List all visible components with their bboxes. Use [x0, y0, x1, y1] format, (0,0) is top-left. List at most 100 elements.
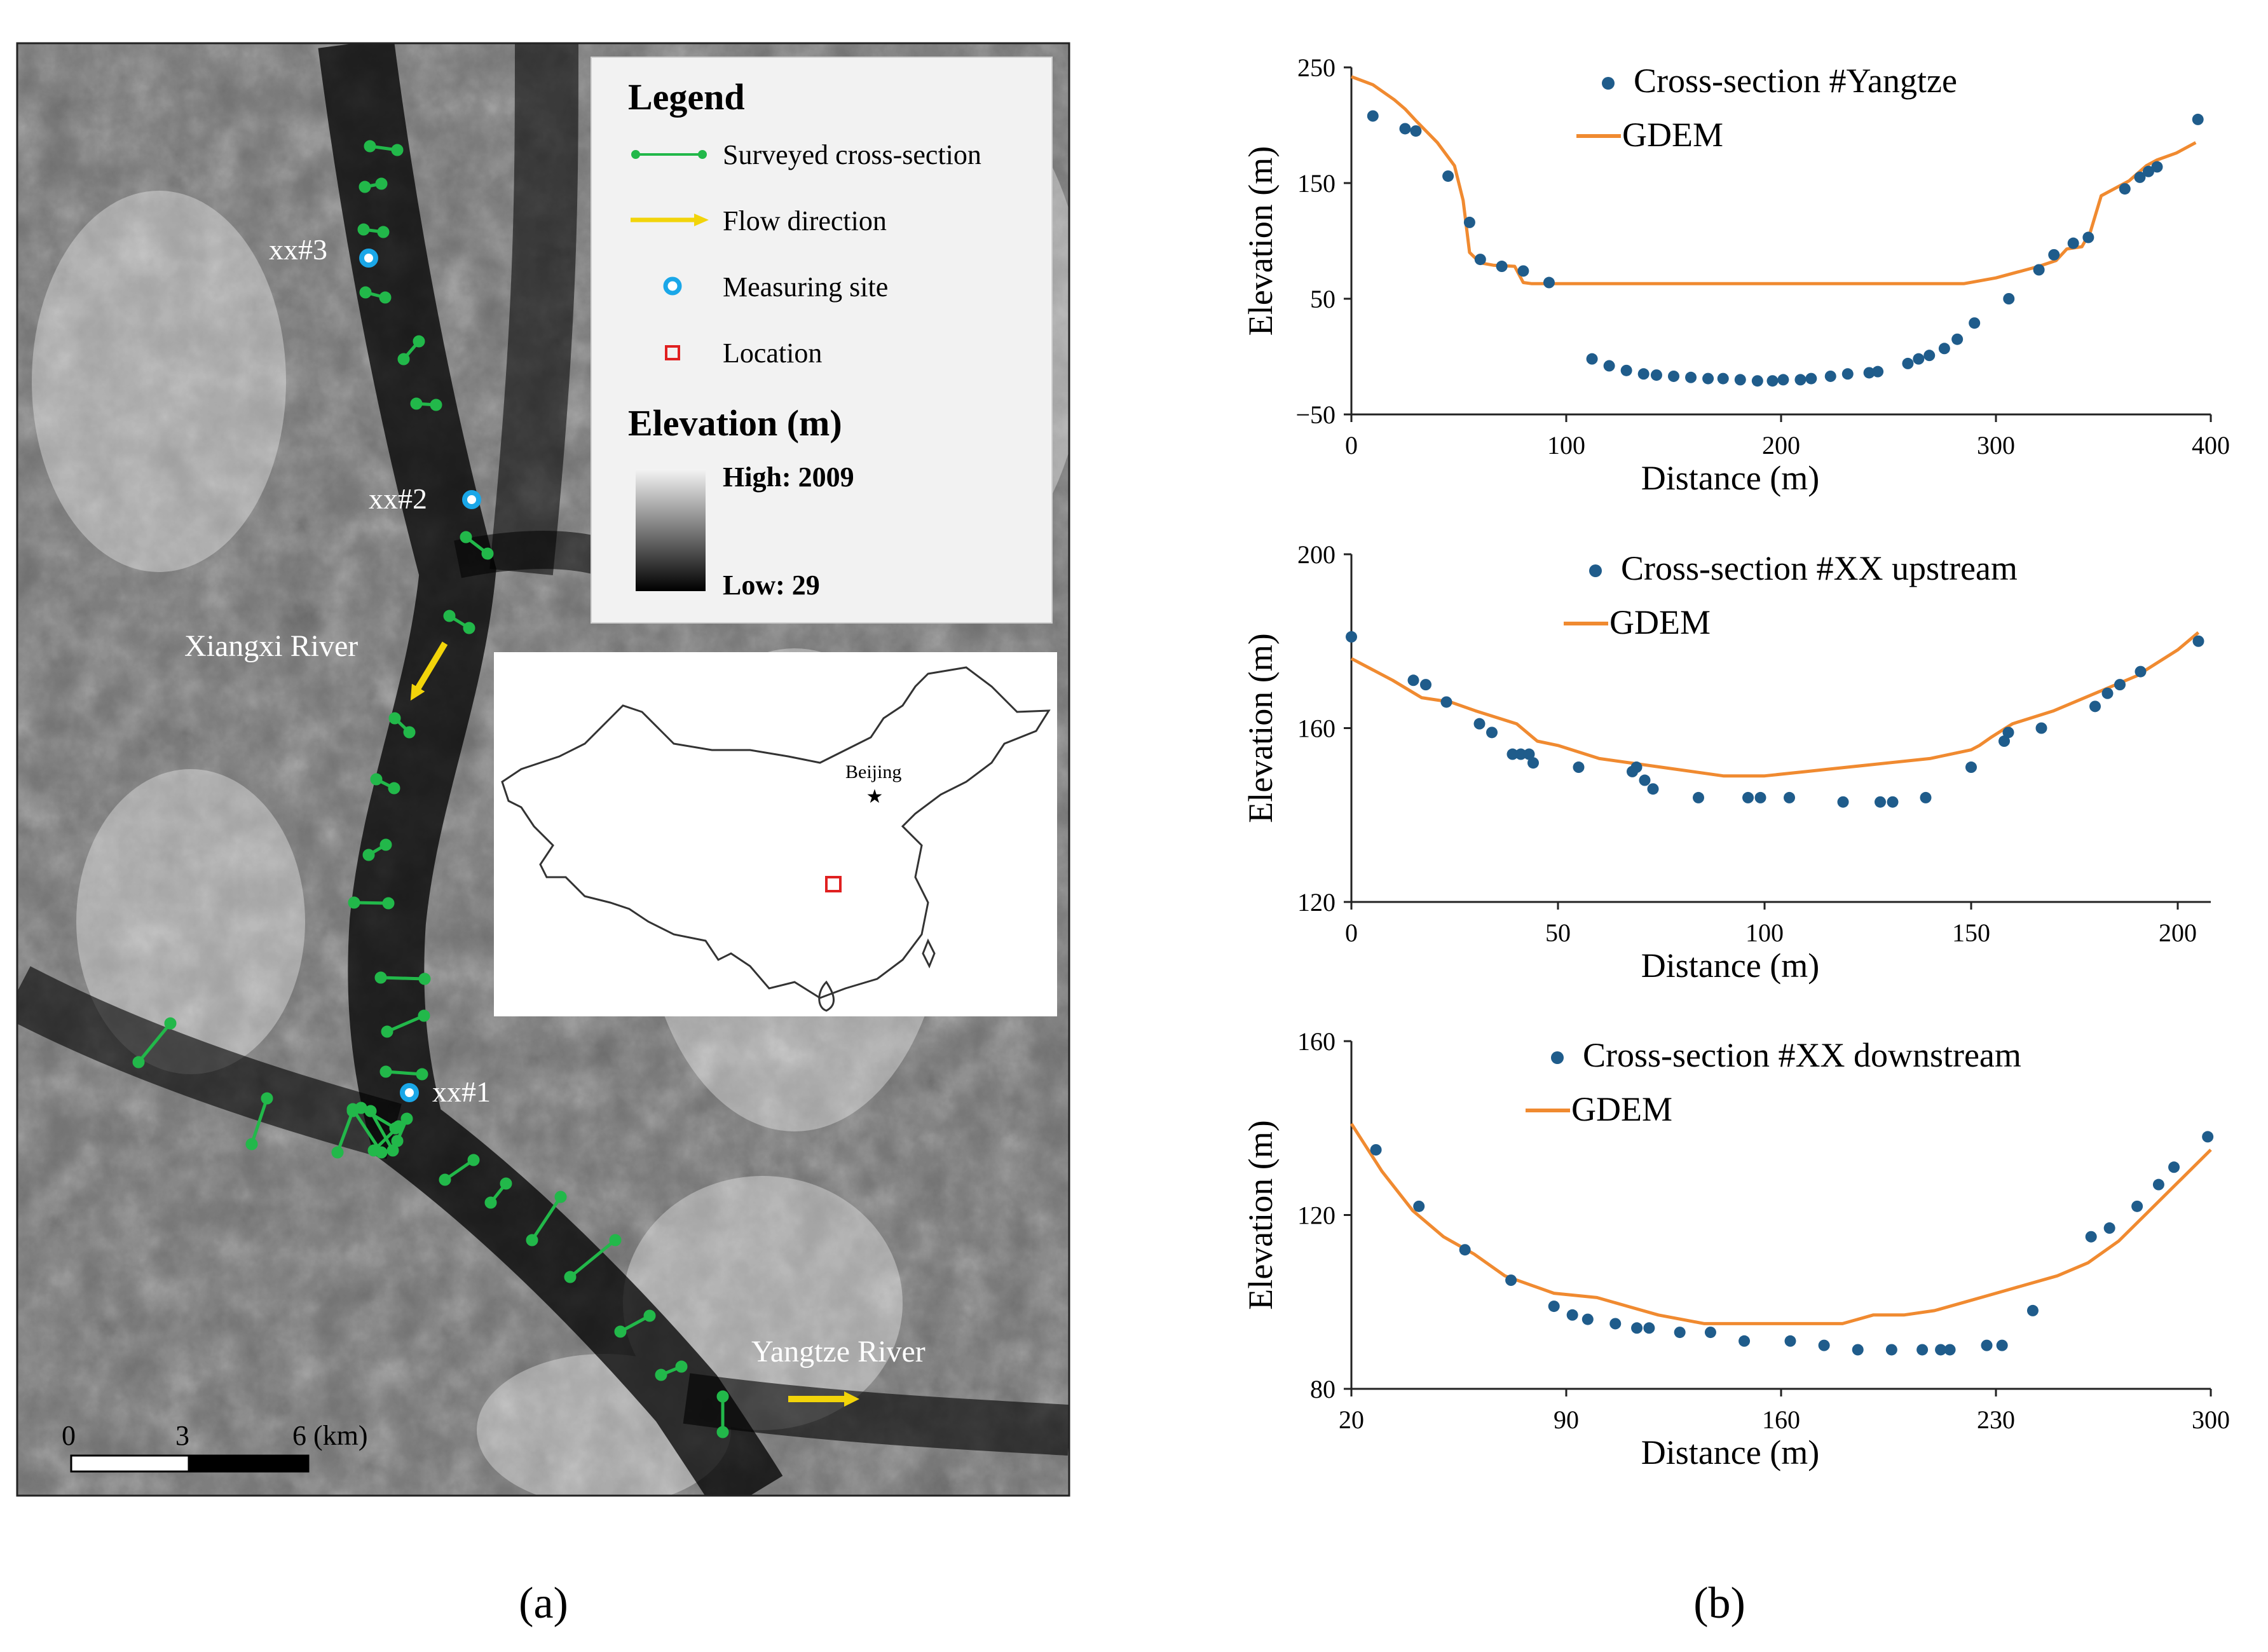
data-point [1784, 1335, 1796, 1347]
chart-yangtze: 0 100 200 300 400 −50 50 150 250 Distance (m) Elev… [1241, 53, 2230, 497]
data-point [1794, 374, 1807, 386]
flow-arrow-icon [410, 641, 448, 701]
data-point [1496, 261, 1508, 273]
measuring-site-xx2: xx#2 [369, 482, 481, 515]
data-point [1674, 1327, 1686, 1339]
data-point [1916, 1344, 1929, 1356]
cross-section-segment [443, 610, 475, 634]
y-tick-label: 80 [1310, 1375, 1336, 1403]
x-axis-label: Distance (m) [1641, 1433, 1819, 1471]
data-point [1637, 368, 1650, 380]
gdem-line [1350, 631, 2200, 778]
xiangxi-river-label: Xiangxi River [184, 629, 358, 663]
data-point [1370, 1143, 1382, 1156]
data-point [1440, 696, 1452, 708]
y-axis-label: Elevation (m) [1241, 633, 1280, 823]
china-outline [501, 666, 1051, 999]
legend-surveyed-label: Surveyed cross-section [723, 139, 981, 170]
data-point [1702, 372, 1714, 385]
data-point [1837, 796, 1849, 808]
location-square-icon [665, 345, 680, 360]
data-point [1766, 375, 1779, 387]
data-point [1784, 791, 1795, 803]
data-point [1824, 370, 1836, 382]
data-point [2135, 666, 2147, 678]
data-point [1586, 353, 1598, 365]
cross-section-segment [362, 838, 392, 861]
elevation-map: xx#3 xx#2 xx#1 Xiangxi River Yangtze Riv… [16, 42, 1070, 1628]
data-point [2089, 700, 2101, 713]
legend-point-icon [1589, 564, 1602, 577]
legend-gdem-label: GDEM [1609, 603, 1711, 641]
yangtze-river-label: Yangtze River [751, 1335, 926, 1369]
data-point [2085, 1231, 2097, 1243]
data-point [1777, 374, 1789, 386]
data-point [1459, 1244, 1471, 1256]
data-point [1818, 1339, 1830, 1351]
data-point [2002, 727, 2014, 739]
cross-section-segment [614, 1309, 656, 1338]
x-tick-label: 200 [1762, 431, 1800, 460]
surveyed-cross-sections [132, 140, 729, 1438]
legend-gdem-label: GDEM [1622, 116, 1723, 154]
data-point [1603, 360, 1615, 372]
gdem-line [1351, 75, 2197, 285]
x-tick-label: 150 [1952, 918, 1990, 947]
data-point [1872, 365, 1884, 378]
cross-section-segment [439, 1154, 480, 1186]
y-tick-label: 160 [1297, 1027, 1336, 1056]
y-tick-label: 200 [1297, 540, 1336, 569]
x-tick-label: 100 [1745, 918, 1784, 947]
y-axis-label: Elevation (m) [1241, 146, 1280, 336]
data-point [1923, 350, 1936, 362]
site-label-xx3: xx#3 [269, 233, 327, 266]
y-tick-label: 120 [1297, 888, 1336, 917]
cross-section-segment [364, 140, 404, 156]
data-point [1742, 791, 1754, 803]
inset-location-map: Beijing ★ [494, 652, 1057, 1016]
scale-tick-0: 0 [62, 1420, 76, 1451]
cross-section-segment [391, 1112, 413, 1147]
data-point [1523, 748, 1535, 760]
elevation-color-ramp [636, 469, 706, 591]
cross-section-segment [374, 971, 431, 985]
data-point [2192, 113, 2204, 125]
data-point [1704, 1327, 1716, 1339]
y-tick-label: 150 [1297, 169, 1336, 198]
cross-section-segment [460, 531, 494, 560]
beijing-label: Beijing [845, 761, 901, 782]
cross-section-segment [357, 223, 390, 238]
cross-section-line-icon [631, 150, 707, 159]
data-point [1474, 254, 1486, 266]
legend-gdem-label: GDEM [1571, 1090, 1672, 1128]
site-label-xx1: xx#1 [432, 1075, 491, 1108]
data-point [1693, 791, 1704, 803]
data-point [1410, 125, 1422, 137]
data-point [1863, 367, 1875, 379]
data-point [1346, 631, 1357, 643]
data-point [1566, 1309, 1578, 1321]
data-point [1399, 123, 1411, 135]
cross-section-segment [655, 1360, 688, 1381]
data-point [1913, 353, 1925, 365]
data-point [1506, 748, 1519, 760]
data-point [2119, 183, 2131, 195]
data-point [1367, 110, 1379, 122]
data-point [1407, 674, 1419, 686]
data-point [1685, 371, 1697, 383]
site-label-xx2: xx#2 [369, 482, 427, 515]
data-point [1938, 343, 1950, 355]
data-point [2134, 171, 2146, 183]
x-tick-label: 400 [2192, 431, 2230, 460]
cross-section-segment [245, 1092, 273, 1150]
data-point [1875, 796, 1886, 808]
y-tick-label: 250 [1297, 53, 1336, 82]
data-point [2103, 1222, 2115, 1234]
x-tick-label: 0 [1345, 918, 1358, 947]
scale-tick-3: 3 [175, 1420, 189, 1451]
data-point [1902, 357, 1914, 369]
cross-section-segment [410, 397, 442, 411]
elevation-title: Elevation (m) [628, 402, 842, 444]
